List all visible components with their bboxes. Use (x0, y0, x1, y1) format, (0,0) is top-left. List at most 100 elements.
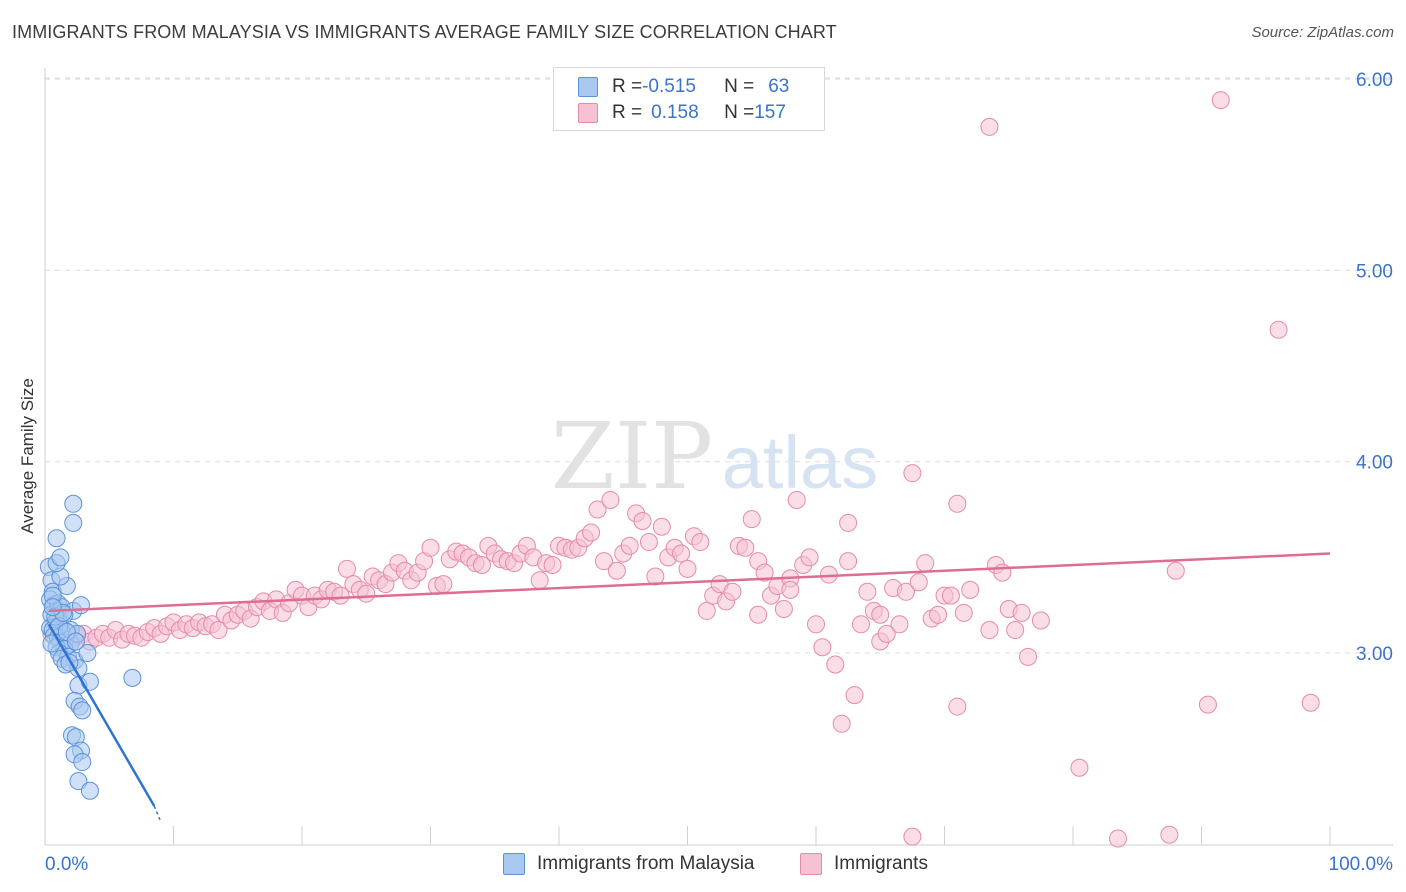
data-point-immigrants (331, 586, 350, 605)
gridlines (45, 77, 1393, 654)
data-point-immigrants (858, 582, 877, 601)
malaysia-points (39, 494, 142, 800)
data-point-immigrants (337, 559, 356, 578)
data-point-immigrants (807, 615, 825, 634)
watermark: ZIP atlas (551, 403, 878, 510)
data-point-immigrants (736, 538, 755, 557)
data-point-immigrants (588, 500, 607, 519)
data-point-immigrants (697, 601, 716, 620)
data-point-malaysia (71, 596, 90, 615)
x-tick-label: 0.0% (45, 854, 88, 875)
data-point-immigrants (620, 536, 639, 555)
data-point-immigrants (633, 512, 652, 531)
y-tick-label: 3.00 (1356, 644, 1393, 665)
data-point-immigrants (832, 714, 851, 733)
data-point-immigrants (678, 559, 697, 578)
data-point-immigrants (929, 605, 948, 624)
data-point-immigrants (826, 655, 845, 674)
bottom-legend-malaysia: Immigrants from Malaysia (503, 850, 755, 878)
data-point-immigrants (1198, 695, 1217, 714)
y-tick-label: 6.00 (1356, 70, 1393, 91)
data-point-immigrants (787, 490, 806, 509)
data-point-malaysia (66, 632, 85, 651)
data-point-immigrants (652, 517, 671, 536)
data-point-immigrants (909, 573, 928, 592)
tick-labels: 3.00 4.00 5.00 6.00 0.0% 100.0% (45, 70, 1393, 875)
data-point-immigrants (961, 580, 980, 599)
data-point-immigrants (421, 538, 440, 557)
data-point-immigrants (871, 605, 890, 624)
data-point-malaysia (80, 672, 99, 691)
data-point-immigrants (896, 582, 915, 601)
data-point-immigrants (916, 554, 935, 573)
legend-swatch-blue (578, 77, 598, 97)
data-point-malaysia (80, 781, 99, 800)
data-point-malaysia (47, 529, 66, 548)
watermark-zip: ZIP (551, 403, 713, 510)
bottom-legend-label: Immigrants (834, 853, 928, 874)
data-point-immigrants (434, 575, 453, 594)
legend-n-value: 157 (754, 102, 786, 123)
data-point-immigrants (948, 494, 967, 513)
data-point-immigrants (1006, 621, 1025, 640)
bottom-swatch-blue (503, 853, 525, 875)
legend-n-label: N = (724, 102, 755, 123)
data-point-immigrants (845, 686, 864, 705)
data-point-immigrants (1166, 561, 1185, 580)
bottom-swatch-pink (800, 853, 822, 875)
data-point-immigrants (1269, 320, 1288, 339)
data-point-immigrants (903, 827, 922, 846)
trend-line-malaysia-extension (153, 805, 162, 822)
data-point-immigrants (1211, 91, 1230, 110)
trend-line-immigrants (48, 552, 1331, 613)
legend-r-value: 0.158 (651, 102, 699, 123)
data-point-malaysia (78, 644, 97, 662)
data-point-immigrants (723, 582, 742, 601)
immigrants-points (42, 91, 1320, 848)
data-point-immigrants (672, 544, 691, 563)
data-point-immigrants (948, 697, 967, 716)
axes (44, 68, 1393, 846)
data-point-immigrants (1019, 647, 1038, 666)
data-point-immigrants (601, 490, 620, 509)
data-point-immigrants (980, 621, 999, 640)
data-point-immigrants (594, 552, 613, 571)
legend-n-label: N = (724, 76, 755, 97)
data-point-malaysia (69, 772, 88, 791)
y-tick-label: 5.00 (1356, 261, 1393, 282)
data-point-immigrants (543, 556, 562, 575)
chart-title: IMMIGRANTS FROM MALAYSIA VS IMMIGRANTS A… (12, 22, 837, 42)
legend-r-value: -0.515 (642, 76, 696, 97)
data-point-immigrants (781, 580, 800, 599)
data-point-immigrants (774, 600, 793, 619)
source-credit: Source: ZipAtlas.com (1251, 24, 1394, 41)
data-point-immigrants (813, 638, 832, 657)
data-point-immigrants (1108, 829, 1127, 848)
data-point-malaysia (123, 668, 142, 687)
data-point-malaysia (43, 598, 62, 617)
x-tick-label: 100.0% (1329, 854, 1394, 875)
bottom-legend-label: Immigrants from Malaysia (537, 853, 755, 874)
data-point-immigrants (851, 615, 870, 634)
data-point-immigrants (954, 603, 973, 622)
data-point-immigrants (472, 556, 491, 575)
data-point-immigrants (742, 510, 761, 529)
data-point-immigrants (890, 615, 909, 634)
data-point-immigrants (357, 584, 376, 603)
data-point-immigrants (903, 464, 922, 483)
data-point-immigrants (1160, 825, 1179, 844)
legend-n-value: 63 (768, 76, 790, 97)
trend-line-malaysia (47, 623, 156, 807)
data-point-immigrants (800, 548, 819, 567)
data-point-malaysia (64, 494, 83, 513)
data-point-immigrants (582, 523, 601, 542)
data-point-immigrants (839, 513, 858, 532)
data-point-immigrants (1031, 611, 1050, 630)
legend-row-malaysia: R = -0.515 N = 63 (578, 74, 789, 100)
data-point-immigrants (1070, 758, 1089, 777)
data-point-immigrants (941, 586, 960, 605)
legend-swatch-pink (578, 103, 598, 123)
data-point-immigrants (209, 621, 228, 640)
bottom-legend-immigrants: Immigrants (800, 850, 928, 878)
